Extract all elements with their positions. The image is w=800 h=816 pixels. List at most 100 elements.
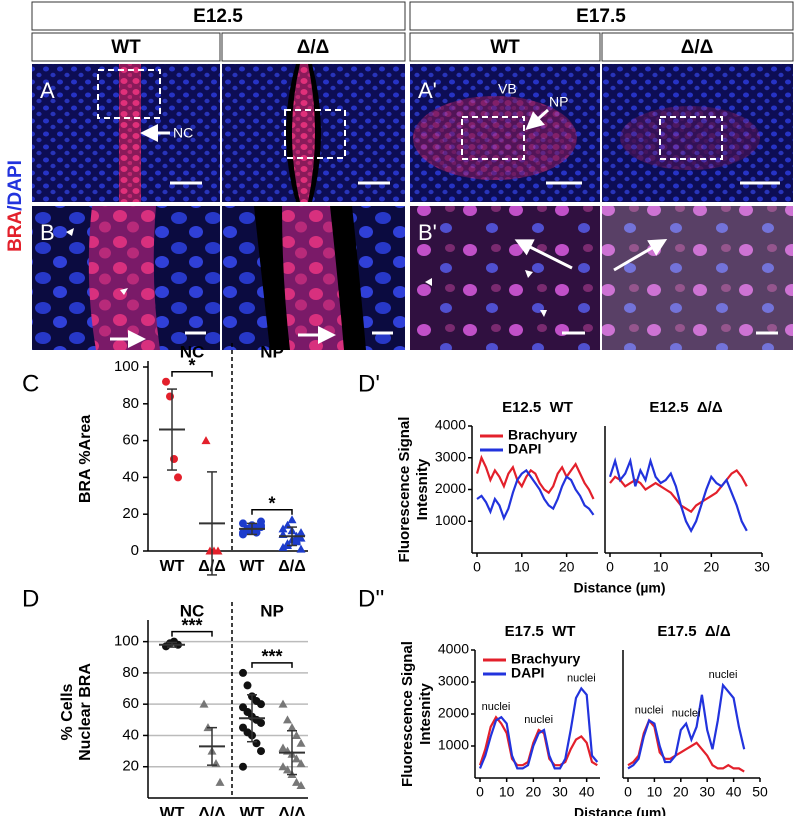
genotype-label: Δ/Δ xyxy=(681,37,714,58)
data-point xyxy=(296,528,306,537)
group-label: NC xyxy=(180,601,205,620)
data-point xyxy=(243,681,252,690)
genotype-label: Δ/Δ xyxy=(297,37,330,58)
y-axis-label: BRA %Area xyxy=(77,415,94,503)
significance-label: *** xyxy=(261,647,282,667)
x-tick-label: 10 xyxy=(499,784,515,800)
y-tick-label: 80 xyxy=(122,664,139,681)
significance-bracket xyxy=(251,508,293,515)
micrographs: A A' B B' NC VB NP xyxy=(32,64,793,350)
data-point xyxy=(174,473,182,482)
line-series xyxy=(609,468,748,514)
data-point xyxy=(278,524,288,533)
stage-label: E12.5 xyxy=(193,6,243,27)
y-tick-label: 4000 xyxy=(438,641,469,657)
y-tick-label: 4000 xyxy=(435,417,466,433)
group-label: NP xyxy=(260,342,284,361)
annotation: nuclei xyxy=(482,701,511,713)
data-point xyxy=(162,377,170,386)
header-box xyxy=(31,32,221,62)
data-point xyxy=(257,700,265,709)
data-point xyxy=(239,519,247,528)
x-tick-label: Δ/Δ xyxy=(278,558,305,575)
x-tick-label: 10 xyxy=(514,559,530,575)
y-tick-label: 100 xyxy=(114,633,139,650)
header-box xyxy=(409,32,601,62)
x-tick-label: 30 xyxy=(699,784,715,800)
stain-dapi: /DAPI xyxy=(5,160,26,211)
data-point xyxy=(283,715,292,724)
structure-label: NC xyxy=(173,125,193,141)
x-tick-label: 40 xyxy=(726,784,742,800)
data-point xyxy=(283,765,292,774)
annotation: nuclei xyxy=(672,708,701,720)
data-point xyxy=(215,777,225,786)
data-point xyxy=(296,544,306,553)
image-signal xyxy=(88,206,160,350)
data-point xyxy=(257,718,265,727)
line-series xyxy=(476,468,595,521)
image-signal xyxy=(620,106,760,170)
arrow xyxy=(613,238,668,272)
y-axis-label: Fluorescence Signal xyxy=(396,417,413,563)
header-box xyxy=(221,32,406,62)
data-point xyxy=(292,730,301,739)
panel-label: B xyxy=(40,220,55,245)
significance-label: * xyxy=(268,493,275,513)
significance-bracket xyxy=(251,662,293,668)
arrow xyxy=(525,108,549,130)
panel-label: D' xyxy=(358,370,380,397)
data-point xyxy=(199,699,209,708)
data-point xyxy=(287,723,297,732)
data-point xyxy=(239,668,247,677)
panel-title: E17.5 Δ/Δ xyxy=(657,623,730,640)
data-point xyxy=(278,699,288,708)
group-label: NC xyxy=(180,342,205,361)
data-point xyxy=(239,762,247,771)
y-axis-label: Intesnity xyxy=(414,458,431,520)
header-box xyxy=(601,32,794,62)
x-tick-label: 10 xyxy=(653,559,669,575)
x-tick-label: 40 xyxy=(579,784,595,800)
data-point xyxy=(296,780,306,789)
y-tick-label: 0 xyxy=(131,542,139,559)
header: E12.5 E17.5 WT Δ/Δ WT Δ/Δ BRA/DAPI xyxy=(5,1,794,252)
inset-box xyxy=(97,69,161,119)
data-point xyxy=(296,738,306,747)
structure-label: VB xyxy=(498,81,517,97)
image-signal xyxy=(282,206,344,350)
y-tick-label: 3000 xyxy=(438,673,469,689)
x-tick-label: 0 xyxy=(606,559,614,575)
y-axis-label: Intesnity xyxy=(417,683,434,745)
image xyxy=(410,206,600,350)
x-tick-label: Δ/Δ xyxy=(278,805,305,816)
panel-label: D'' xyxy=(358,585,385,612)
x-tick-label: 0 xyxy=(476,784,484,800)
legend-label: Brachyury xyxy=(508,427,577,443)
image-signal xyxy=(119,64,141,202)
inset-box xyxy=(659,116,723,160)
stage-label: E17.5 xyxy=(576,6,626,27)
x-tick-label: 20 xyxy=(526,784,542,800)
data-point xyxy=(257,747,265,756)
y-tick-label: 40 xyxy=(122,468,139,485)
data-point xyxy=(296,759,306,768)
x-tick-label: Δ/Δ xyxy=(198,805,225,816)
data-point xyxy=(292,777,301,786)
y-tick-label: 60 xyxy=(122,432,139,449)
line-series xyxy=(475,454,595,500)
annotation: nuclei xyxy=(709,669,738,681)
x-tick-label: WT xyxy=(160,805,185,816)
y-tick-label: 60 xyxy=(122,695,139,712)
panel-title: E17.5 WT xyxy=(505,623,576,640)
x-tick-label: 10 xyxy=(647,784,663,800)
legend-label: DAPI xyxy=(508,441,541,457)
data-point xyxy=(292,535,301,544)
y-tick-label: 3000 xyxy=(435,448,466,464)
panel-label: B' xyxy=(418,220,437,245)
x-tick-label: 0 xyxy=(624,784,632,800)
header-box xyxy=(409,1,794,31)
y-tick-label: 2000 xyxy=(435,480,466,496)
inset-box xyxy=(284,109,346,159)
